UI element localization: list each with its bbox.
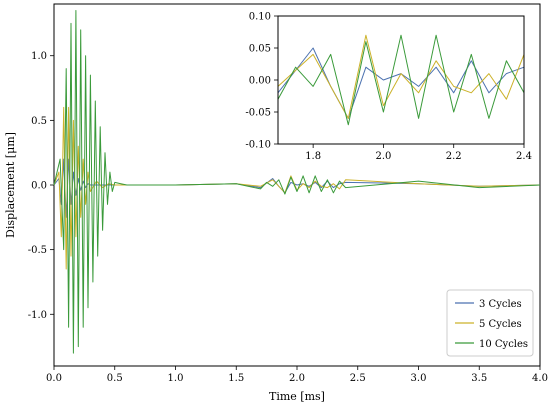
y-tick-label: -1.0 [28, 310, 47, 321]
legend-label-10-cycles: 10 Cycles [479, 339, 528, 350]
y-tick-label: 0.0 [31, 181, 47, 192]
x-tick-label: 2.5 [350, 373, 366, 384]
x-axis-label: Time [ms] [269, 390, 325, 403]
x-tick-label: 4.0 [532, 373, 548, 384]
legend-label-5-cycles: 5 Cycles [479, 319, 522, 330]
x-tick-label: 1.5 [228, 373, 244, 384]
legend: 3 Cycles 5 Cycles 10 Cycles [446, 289, 534, 357]
inset-series-line-10-cycles [277, 34, 525, 126]
main-series-group [53, 10, 541, 354]
inset-y-tick-label: -0.05 [245, 108, 271, 119]
inset-x-tick-label: 2.0 [375, 151, 391, 162]
inset-axis-ticks: 1.8 2.0 2.2 2.4 -0.10 -0.05 0.00 0.05 0.10 [245, 12, 532, 163]
legend-box [446, 289, 534, 357]
series-line-10-cycles [53, 10, 541, 354]
x-tick-label: 2.0 [289, 373, 305, 384]
x-tick-label: 3.5 [471, 373, 487, 384]
series-line-3-cycles [53, 158, 541, 218]
inset-y-tick-label: -0.10 [245, 140, 271, 151]
inset-x-tick-label: 2.2 [446, 151, 462, 162]
inset-x-tick-label: 2.4 [516, 151, 532, 162]
y-tick-label: 1.0 [31, 51, 47, 62]
main-axis-ticks: 0.0 0.5 1.0 1.5 2.0 2.5 3.0 3.5 4.0 -1.0 -0.5 0.0 0.… [28, 51, 548, 384]
x-tick-label: 0.0 [46, 373, 62, 384]
inset-series-line-5-cycles [277, 34, 525, 119]
inset-y-tick-label: 0.10 [249, 12, 271, 23]
x-tick-label: 0.5 [107, 373, 123, 384]
inset-x-tick-label: 1.8 [305, 151, 321, 162]
y-tick-label: 0.5 [31, 116, 47, 127]
inset-y-tick-label: 0.00 [249, 76, 271, 87]
y-tick-label: -0.5 [28, 245, 47, 256]
inset-y-tick-label: 0.05 [249, 44, 271, 55]
y-axis-label: Displacement [μm] [4, 132, 17, 238]
x-tick-label: 3.0 [411, 373, 427, 384]
legend-label-3-cycles: 3 Cycles [479, 299, 522, 310]
x-tick-label: 1.0 [168, 373, 184, 384]
inset-series-group [277, 34, 525, 126]
